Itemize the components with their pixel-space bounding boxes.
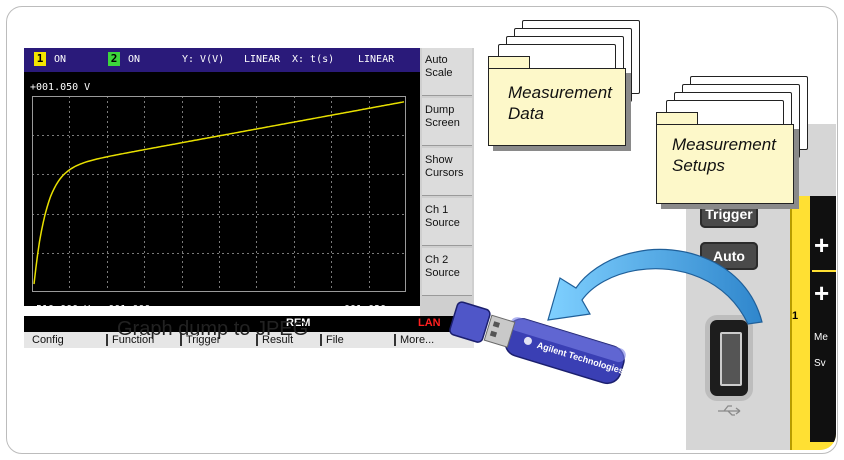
graph-plot: [32, 96, 406, 292]
fkey-result[interactable]: Result: [256, 334, 293, 346]
fkey-function[interactable]: Function: [106, 334, 154, 346]
divider: [812, 270, 836, 272]
folder-label: Measurement Data: [508, 82, 612, 124]
channel1-badge: 1: [34, 52, 46, 66]
remote-status-bar: REM LAN G: [24, 316, 474, 332]
softkey-show-cursors[interactable]: Show Cursors: [422, 148, 472, 196]
x-max-label: +001.020 s: [338, 304, 399, 315]
instrument-screen: 1 ON 2 ON Y: V(V) LINEAR X: t(s) LINEAR …: [24, 48, 474, 348]
plus-glyph: +: [814, 278, 830, 308]
folder-tab: [656, 112, 698, 127]
y-scale-label: LINEAR: [244, 54, 281, 65]
figure-caption: Graph dump to JPEG: [117, 318, 309, 340]
usb-port-slot: [720, 332, 742, 386]
rem-indicator: REM: [286, 317, 311, 329]
device-label-sv: Sv: [814, 358, 826, 369]
lan-indicator: LAN: [418, 317, 441, 329]
folder-label-line1: Measurement: [672, 135, 776, 154]
folder-label: Measurement Setups: [672, 134, 776, 176]
fkey-file[interactable]: File: [320, 334, 344, 346]
cursor-readout: +510.000mV ,+001.000ms: [30, 304, 163, 315]
channel-number: 1: [792, 310, 799, 322]
fkey-trigger[interactable]: Trigger: [180, 334, 220, 346]
softkey-ch2-source[interactable]: Ch 2 Source: [422, 248, 472, 296]
folder-body: [656, 124, 794, 204]
channel2-badge: 2: [108, 52, 120, 66]
softkey-ch1-source[interactable]: Ch 1 Source: [422, 198, 472, 246]
y-axis-label: Y: V(V): [182, 54, 225, 65]
softkey-dump-screen[interactable]: Dump Screen: [422, 98, 472, 146]
transfer-arrow: [547, 248, 763, 325]
channel2-state: ON: [128, 54, 141, 65]
trigger-button[interactable]: Trigger: [700, 200, 758, 228]
folder-tab: [488, 56, 530, 71]
side-softkey-panel: Auto Scale Dump Screen Show Cursors Ch 1…: [420, 48, 474, 316]
channel-display-panel: + + Me Sv: [810, 196, 836, 442]
device-label-me: Me: [814, 332, 828, 343]
folder-label-line1: Measurement: [508, 83, 612, 102]
fkey-config[interactable]: Config: [32, 334, 64, 346]
fkey-more[interactable]: More...: [394, 334, 434, 346]
status-header: 1 ON 2 ON Y: V(V) LINEAR X: t(s) LINEAR: [24, 48, 420, 72]
x-scale-label: LINEAR: [358, 54, 395, 65]
plus-glyph: +: [814, 230, 830, 260]
x-axis-label: X: t(s): [292, 54, 335, 65]
softkey-auto-scale[interactable]: Auto Scale: [422, 48, 472, 96]
usb-stick: Agilent Technologies: [449, 301, 626, 385]
folder-label-line2: Data: [508, 104, 544, 123]
function-key-bar: Config Function Trigger Result File More…: [24, 332, 474, 348]
usb-icon: [718, 405, 741, 416]
folder-body: [488, 68, 626, 146]
usb-port[interactable]: [710, 320, 748, 396]
channel1-state: ON: [54, 54, 67, 65]
y-max-label: +001.050 V: [30, 82, 91, 93]
folder-label-line2: Setups: [672, 156, 725, 175]
voltage-trace: [33, 101, 405, 285]
